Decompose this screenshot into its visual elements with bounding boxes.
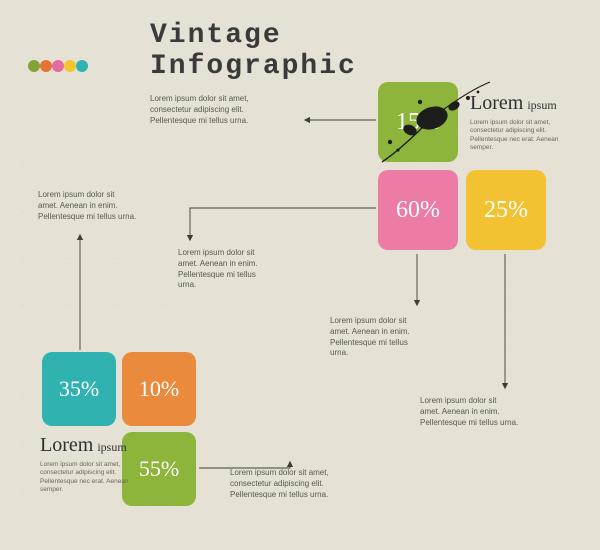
- heading-text-big: Lorem: [470, 92, 523, 114]
- palette-dot: [28, 60, 40, 72]
- heading-text-small: ipsum: [97, 440, 126, 454]
- text-block: Lorem ipsum dolor sitamet. Aenean in eni…: [178, 248, 318, 291]
- heading-right: Lorem ipsum Lorem ipsum dolor sit amet, …: [470, 92, 570, 153]
- color-palette: [28, 60, 88, 72]
- tile-value: 25%: [484, 197, 528, 224]
- text-block: Lorem ipsum dolor sit amet,consectetur a…: [150, 94, 290, 126]
- heading-sub: Lorem ipsum dolor sit amet, consectetur …: [470, 119, 570, 153]
- tile-value: 15%: [396, 109, 440, 136]
- tile-15: 15%: [378, 82, 458, 162]
- palette-dot: [64, 60, 76, 72]
- tile-35: 35%: [42, 352, 116, 426]
- tile-60: 60%: [378, 170, 458, 250]
- palette-dot: [76, 60, 88, 72]
- tile-25: 25%: [466, 170, 546, 250]
- text-block: Lorem ipsum dolor sit amet,consectetur a…: [230, 468, 370, 500]
- main-title: Vintage Infographic: [150, 20, 450, 82]
- tile-value: 55%: [139, 456, 179, 482]
- heading-text-big: Lorem: [40, 434, 93, 456]
- tile-value: 10%: [139, 376, 179, 402]
- tile-10: 10%: [122, 352, 196, 426]
- heading-text-small: ipsum: [527, 98, 556, 112]
- heading-left: Lorem ipsum Lorem ipsum dolor sit amet, …: [40, 434, 140, 495]
- text-block: Lorem ipsum dolor sitamet. Aenean in eni…: [420, 396, 560, 428]
- text-block: Lorem ipsum dolor sitamet. Aenean in eni…: [38, 190, 178, 222]
- heading-sub: Lorem ipsum dolor sit amet, consectetur …: [40, 461, 140, 495]
- tile-value: 35%: [59, 376, 99, 402]
- text-block: Lorem ipsum dolor sitamet. Aenean in eni…: [330, 316, 470, 359]
- palette-dot: [40, 60, 52, 72]
- palette-dot: [52, 60, 64, 72]
- tile-value: 60%: [396, 197, 440, 224]
